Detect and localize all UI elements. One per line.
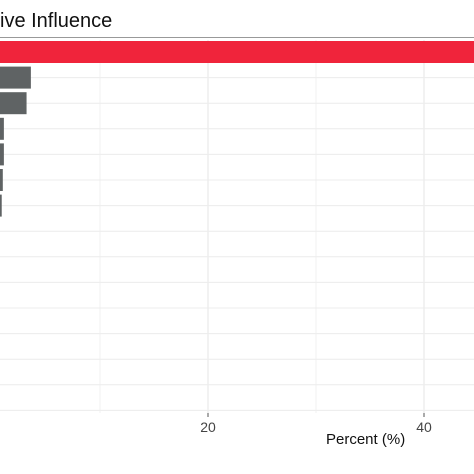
bar-highlighted	[0, 41, 474, 63]
bar	[0, 194, 2, 217]
bar	[0, 117, 4, 140]
x-tick-label: 20	[200, 419, 216, 435]
chart-title: ive Influence	[0, 10, 113, 32]
bar	[0, 66, 31, 89]
title-divider	[0, 37, 474, 38]
bar	[0, 92, 27, 115]
x-axis-title: Percent (%)	[326, 431, 406, 448]
bar	[0, 169, 3, 191]
x-tick-label: 40	[416, 419, 432, 435]
bar	[0, 143, 4, 166]
